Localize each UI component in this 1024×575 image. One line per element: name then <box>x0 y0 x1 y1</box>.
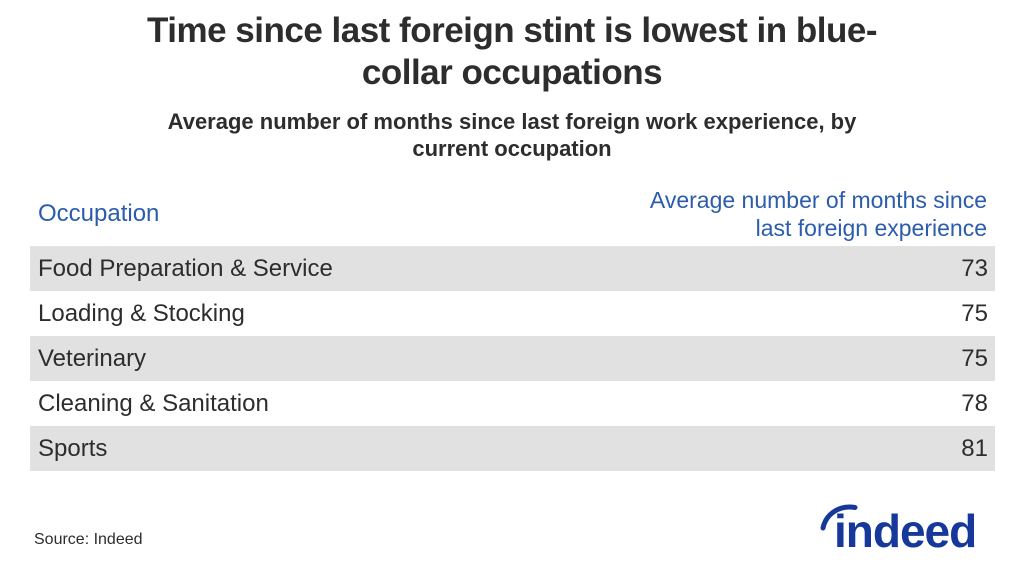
page-subtitle-line-2: current occupation <box>412 136 612 161</box>
occupation-cell: Food Preparation & Service <box>38 254 333 282</box>
occupation-table: Food Preparation & Service 73 Loading & … <box>30 246 995 471</box>
table-row: Sports 81 <box>30 426 995 471</box>
column-header-occupation: Occupation <box>38 200 160 227</box>
months-cell: 75 <box>961 299 988 327</box>
months-cell: 73 <box>961 254 988 282</box>
column-header-months: Average number of months since last fore… <box>650 186 995 242</box>
page-title-line-2: collar occupations <box>361 53 663 92</box>
source-attribution: Source: Indeed <box>34 531 143 548</box>
column-header-months-line-1: Average number of months since <box>649 187 987 213</box>
months-cell: 81 <box>961 434 988 462</box>
table-row: Cleaning & Sanitation 78 <box>30 381 995 426</box>
indeed-logo-swoosh <box>820 504 858 531</box>
occupation-cell: Veterinary <box>38 344 147 372</box>
occupation-cell: Cleaning & Sanitation <box>38 389 269 417</box>
months-cell: 78 <box>961 389 988 417</box>
table-row: Loading & Stocking 75 <box>30 291 995 336</box>
table-row: Veterinary 75 <box>30 336 995 381</box>
indeed-logo: indeed <box>819 501 995 557</box>
page-subtitle-line-1: Average number of months since last fore… <box>167 109 857 134</box>
column-header-months-line-2: last foreign experience <box>755 215 987 241</box>
occupation-cell: Sports <box>38 434 108 462</box>
indeed-logo-graphic: indeed <box>820 504 977 557</box>
page-title: Time since last foreign stint is lowest … <box>0 10 1024 94</box>
page-title-line-1: Time since last foreign stint is lowest … <box>147 11 877 50</box>
occupation-cell: Loading & Stocking <box>38 299 245 327</box>
indeed-logo-text: indeed <box>834 505 976 555</box>
months-cell: 75 <box>961 344 988 372</box>
table-row: Food Preparation & Service 73 <box>30 246 995 291</box>
table-header: Occupation Average number of months sinc… <box>30 186 995 242</box>
page-subtitle: Average number of months since last fore… <box>0 108 1024 162</box>
